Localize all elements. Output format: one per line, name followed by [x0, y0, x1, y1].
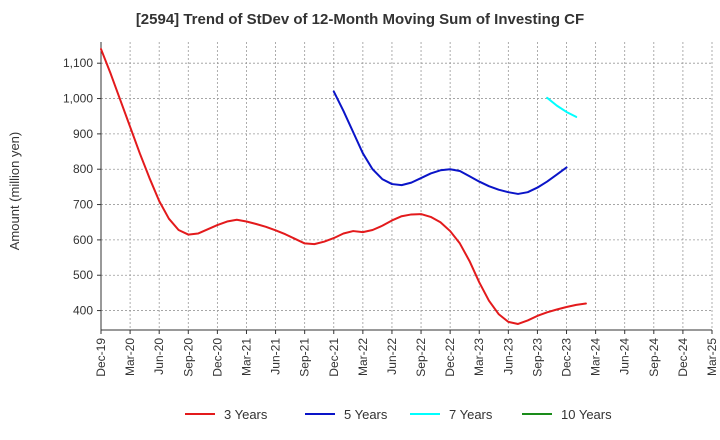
x-tick-label: Dec-22 [443, 338, 457, 377]
series-line-5-years [332, 90, 568, 195]
y-tick-label: 1,100 [63, 56, 93, 70]
x-tick-label: Dec-20 [210, 338, 224, 377]
y-tick-label: 1,000 [63, 92, 93, 106]
x-tick-label: Mar-22 [356, 338, 370, 376]
x-tick-label: Jun-20 [152, 338, 166, 375]
x-tick-label: Sep-22 [414, 338, 428, 377]
legend-label: 7 Years [449, 407, 493, 422]
series-line-7-years [546, 96, 578, 118]
x-tick-label: Dec-19 [94, 338, 108, 377]
x-tick-label: Mar-21 [239, 338, 253, 376]
y-tick-label: 600 [73, 233, 93, 247]
x-tick-label: Mar-24 [589, 338, 603, 376]
y-tick-label: 700 [73, 198, 93, 212]
legend-label: 10 Years [561, 407, 612, 422]
y-axis-label: Amount (million yen) [7, 132, 22, 251]
x-tick-label: Sep-21 [298, 338, 312, 377]
legend-label: 3 Years [224, 407, 268, 422]
x-tick-label: Sep-24 [647, 338, 661, 377]
legend: 3 Years 5 Years 7 Years 10 Years [185, 407, 612, 422]
chart-title: [2594] Trend of StDev of 12-Month Moving… [136, 11, 584, 28]
plot-background [101, 42, 712, 330]
x-tick-label: Mar-23 [472, 338, 486, 376]
y-tick-label: 500 [73, 268, 93, 282]
x-tick-label: Jun-22 [385, 338, 399, 375]
x-axis: Dec-19 Mar-20 Jun-20 Sep-20 Dec-20 Mar-21 Jun-… [94, 330, 719, 377]
x-tick-label: Dec-24 [676, 338, 690, 377]
y-axis: 400 500 600 700 800 900 1,000 1,100 [63, 56, 101, 318]
series-line-3-years [100, 48, 587, 325]
y-tick-label: 900 [73, 127, 93, 141]
legend-label: 5 Years [344, 407, 388, 422]
x-tick-label: Mar-25 [705, 338, 719, 376]
y-tick-label: 400 [73, 304, 93, 318]
x-tick-label: Sep-23 [530, 338, 544, 377]
x-tick-label: Jun-21 [269, 338, 283, 375]
plot-area [101, 42, 712, 330]
x-tick-label: Sep-20 [181, 338, 195, 377]
x-tick-label: Mar-20 [123, 338, 137, 376]
x-tick-label: Jun-23 [501, 338, 515, 375]
series-layer [100, 48, 587, 325]
y-tick-label: 800 [73, 162, 93, 176]
x-tick-label: Jun-24 [618, 338, 632, 375]
x-tick-label: Dec-23 [560, 338, 574, 377]
x-tick-label: Dec-21 [327, 338, 341, 377]
